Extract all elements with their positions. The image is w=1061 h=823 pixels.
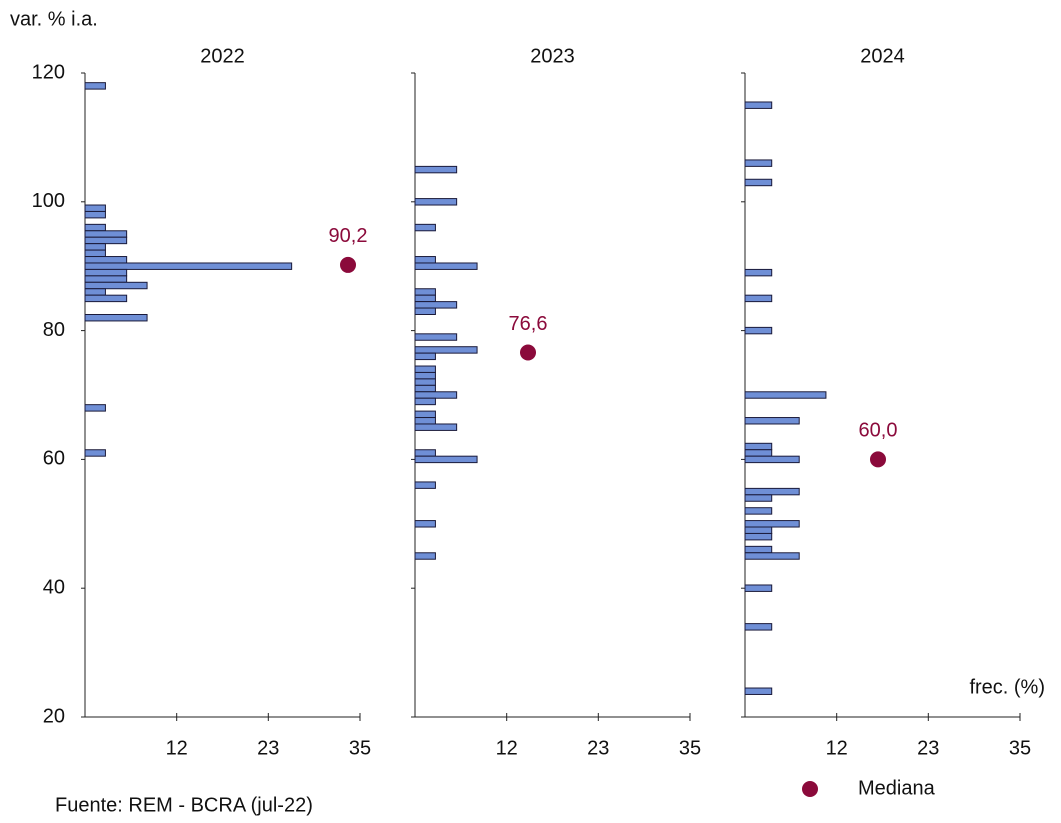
bar — [414, 333, 458, 341]
bar — [744, 526, 773, 534]
bar — [84, 210, 106, 219]
bar — [744, 545, 773, 554]
y-tick-label: 40 — [43, 576, 65, 598]
bar — [84, 281, 148, 290]
x-tick-label: 23 — [587, 737, 609, 759]
bar — [744, 520, 800, 528]
bar — [84, 449, 106, 457]
x-tick-label: 35 — [349, 737, 371, 759]
y-tick-label: 120 — [32, 61, 65, 83]
panel-title: 2022 — [200, 45, 245, 67]
bar — [414, 455, 478, 464]
bar — [84, 314, 148, 322]
bar — [414, 352, 436, 361]
x-tick-label: 35 — [679, 737, 701, 759]
bar — [744, 326, 773, 335]
source-note: Fuente: REM - BCRA (jul-22) — [55, 794, 313, 816]
bar — [414, 417, 436, 425]
bar — [744, 159, 773, 167]
panel-title: 2023 — [530, 45, 575, 67]
bar — [414, 410, 436, 419]
bar — [84, 404, 106, 412]
bar — [744, 494, 773, 502]
bar — [414, 307, 436, 315]
y-tick-label: 20 — [43, 705, 65, 727]
bar — [84, 223, 106, 232]
bar — [744, 487, 800, 496]
bar — [744, 532, 773, 541]
bar — [414, 346, 478, 354]
bar — [414, 378, 436, 386]
bar — [84, 294, 128, 303]
bar — [744, 584, 773, 592]
legend-marker — [802, 781, 818, 797]
panel-title: 2024 — [860, 45, 905, 67]
x-tick-label: 23 — [257, 737, 279, 759]
median-marker — [340, 256, 356, 273]
bar — [414, 301, 458, 309]
x-tick-label: 12 — [496, 737, 518, 759]
bar — [744, 552, 800, 560]
median-label: 90,2 — [329, 225, 368, 247]
median-label: 60,0 — [859, 420, 898, 442]
bar — [84, 249, 106, 258]
bar — [744, 623, 773, 631]
bar — [744, 455, 800, 464]
bar — [744, 101, 773, 109]
bar — [414, 397, 436, 406]
y-tick-label: 80 — [43, 319, 65, 341]
bar — [414, 449, 436, 457]
median-label: 76,6 — [509, 313, 548, 335]
bar — [744, 687, 773, 695]
bar — [744, 294, 773, 303]
bar — [84, 236, 128, 245]
x-tick-label: 12 — [826, 737, 848, 759]
bar — [84, 243, 106, 251]
bar — [414, 288, 436, 296]
bar — [84, 204, 106, 212]
bar — [84, 268, 128, 277]
bar — [414, 384, 436, 393]
x-tick-label: 23 — [917, 737, 939, 759]
bar — [414, 481, 436, 489]
x-tick-label: 12 — [166, 737, 188, 759]
bar — [414, 552, 436, 560]
bar — [744, 442, 773, 451]
bar — [414, 520, 436, 528]
bar — [414, 391, 458, 399]
bar — [414, 165, 458, 174]
median-marker — [870, 451, 886, 468]
bar — [414, 294, 436, 303]
bar — [414, 423, 458, 431]
bar — [414, 365, 436, 373]
bar — [84, 275, 128, 283]
bar — [744, 268, 773, 277]
y-tick-label: 60 — [43, 448, 65, 470]
bar — [84, 262, 293, 270]
bar — [744, 449, 773, 457]
x-axis-label: frec. (%) — [969, 676, 1045, 698]
y-tick-label: 100 — [32, 190, 65, 212]
bar — [414, 223, 436, 232]
bar — [414, 198, 458, 206]
bar — [744, 391, 827, 399]
bar — [744, 417, 800, 425]
legend-label: Mediana — [858, 777, 936, 799]
y-axis-label: var. % i.a. — [10, 8, 98, 30]
x-tick-label: 35 — [1009, 737, 1031, 759]
median-marker — [520, 344, 536, 361]
bar — [744, 507, 773, 515]
bar — [84, 230, 128, 238]
bar — [84, 288, 106, 296]
bar — [84, 256, 128, 264]
bar — [744, 178, 773, 187]
bar — [414, 371, 436, 380]
bar — [84, 82, 106, 90]
bar — [414, 256, 436, 264]
bar — [414, 262, 478, 270]
